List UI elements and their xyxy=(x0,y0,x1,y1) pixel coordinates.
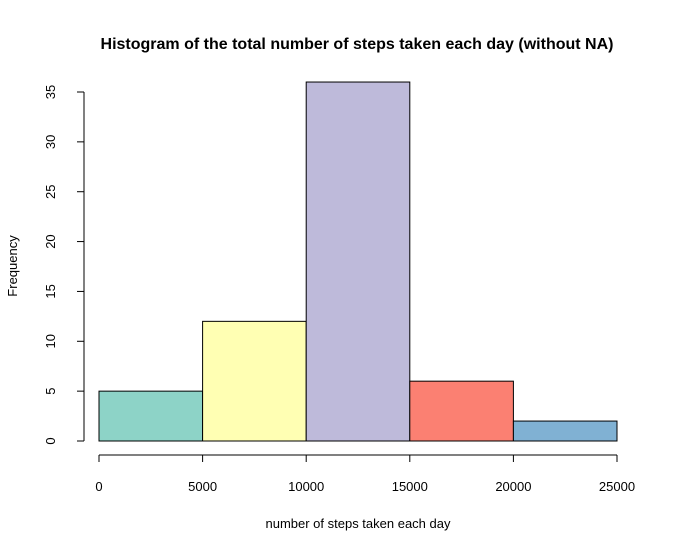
y-tick-label: 25 xyxy=(43,184,58,198)
x-tick-label: 20000 xyxy=(495,479,531,494)
histogram-bar-2 xyxy=(202,320,307,442)
histogram-bar-3 xyxy=(305,81,411,442)
x-tick-label: 10000 xyxy=(288,479,324,494)
x-axis: 0 5000 10000 15000 20000 25000 xyxy=(95,454,635,494)
y-tick-label: 30 xyxy=(43,135,58,149)
chart-title: Histogram of the total number of steps t… xyxy=(101,36,614,53)
y-tick-label: 0 xyxy=(43,437,58,444)
y-tick-label: 5 xyxy=(43,388,58,395)
y-tick-label: 15 xyxy=(43,284,58,298)
x-tick-label: 5000 xyxy=(188,479,217,494)
x-tick-label: 25000 xyxy=(599,479,635,494)
y-tick-label: 35 xyxy=(43,85,58,99)
bars-group xyxy=(98,81,618,442)
y-axis-label: Frequency xyxy=(5,235,20,297)
x-tick-label: 0 xyxy=(95,479,102,494)
histogram-bar-1 xyxy=(98,390,204,442)
x-tick-label: 15000 xyxy=(392,479,428,494)
x-axis-label: number of steps taken each day xyxy=(265,516,451,531)
y-tick-label: 10 xyxy=(43,334,58,348)
y-axis: 0 5 10 15 20 25 30 35 xyxy=(43,85,85,445)
y-tick-label: 20 xyxy=(43,234,58,248)
histogram-bar-4 xyxy=(409,380,514,442)
histogram-bar-5 xyxy=(512,420,618,442)
